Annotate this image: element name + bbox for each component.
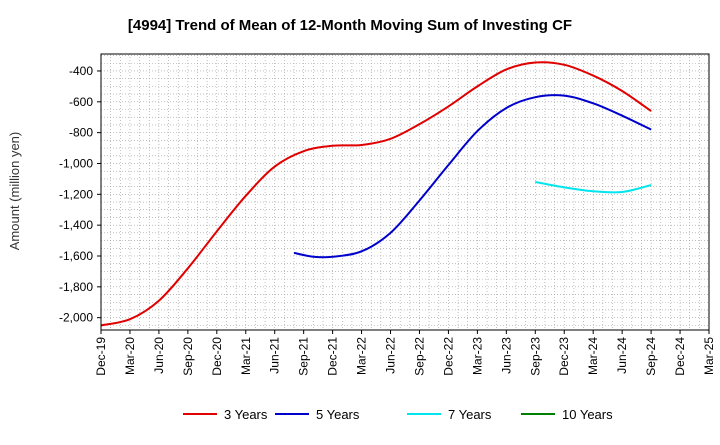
y-tick-label: -400: [69, 64, 93, 78]
legend-label-10-years: 10 Years: [562, 407, 613, 422]
legend-label-7-years: 7 Years: [448, 407, 492, 422]
y-tick-label: -800: [69, 126, 93, 140]
y-tick-label: -1,800: [59, 280, 93, 294]
x-tick-label: Jun-21: [268, 337, 282, 374]
x-tick-label: Mar-21: [239, 337, 253, 375]
x-tick-label: Dec-20: [210, 337, 224, 376]
y-tick-layer: -400 -600 -800 -1,000 -1,200 -1,400 -1,600 -1,8…: [59, 64, 101, 325]
x-tick-label: Mar-25: [702, 337, 716, 375]
x-tick-label: Sep-22: [412, 337, 426, 376]
x-tick-label: Jun-24: [615, 337, 629, 374]
y-tick-label: -1,200: [59, 187, 93, 201]
plot-frame: [100, 53, 710, 331]
series-line-7-years: [535, 180, 652, 194]
y-tick-label: -1,600: [59, 249, 93, 263]
x-tick-label: Sep-20: [181, 337, 195, 376]
x-tick-label: Sep-23: [528, 337, 542, 376]
y-tick-label: -600: [69, 95, 93, 109]
x-tick-label: Jun-23: [499, 337, 513, 374]
x-tick-label: Dec-23: [557, 337, 571, 376]
legend-label-5-years: 5 Years: [316, 407, 360, 422]
y-tick-label: -1,400: [59, 218, 93, 232]
series-line-5-years: [293, 94, 652, 259]
y-tick-label: -1,000: [59, 156, 93, 170]
x-tick-layer: Dec-19 Mar-20 Jun-20 Sep-20 Dec-20 Mar-21 Jun-…: [94, 330, 716, 376]
x-tick-label: Mar-24: [586, 337, 600, 375]
chart-title: [4994] Trend of Mean of 12-Month Moving …: [128, 17, 572, 34]
y-tick-label: -2,000: [59, 311, 93, 325]
x-tick-label: Jun-22: [384, 337, 398, 374]
x-tick-label: Mar-20: [123, 337, 137, 375]
x-tick-label: Mar-23: [470, 337, 484, 375]
x-tick-label: Sep-24: [644, 337, 658, 376]
y-axis-label: Amount (million yen): [7, 132, 22, 251]
series-layer: [100, 61, 652, 327]
legend: 3 Years 5 Years 7 Years 10 Years: [183, 407, 613, 422]
x-tick-label: Dec-24: [673, 337, 687, 376]
legend-label-3-years: 3 Years: [224, 407, 268, 422]
x-tick-label: Sep-21: [297, 337, 311, 376]
x-tick-label: Dec-21: [326, 337, 340, 376]
x-tick-label: Jun-20: [152, 337, 166, 374]
x-tick-label: Mar-22: [355, 337, 369, 375]
x-tick-label: Dec-19: [94, 337, 108, 376]
x-tick-label: Dec-22: [441, 337, 455, 376]
series-line-3-years: [100, 61, 652, 327]
